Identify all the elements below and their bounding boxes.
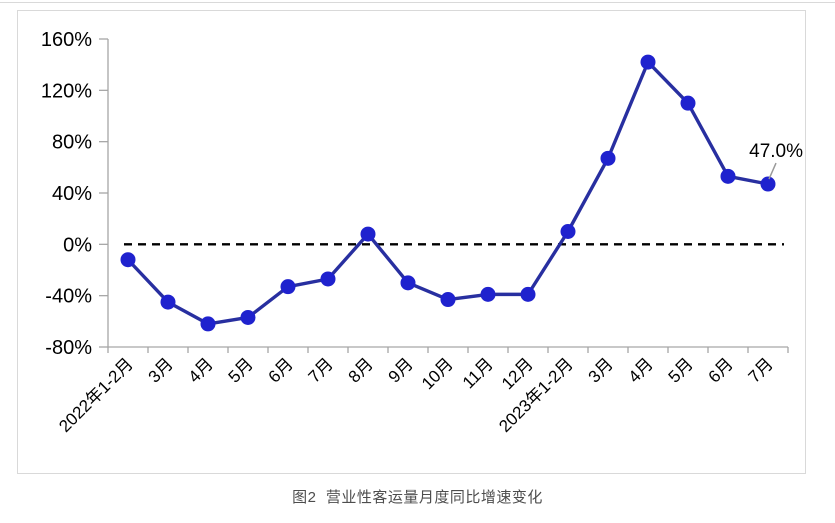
y-axis-label: -80%: [45, 337, 92, 359]
x-axis-label: 7月: [305, 354, 337, 386]
data-point: [520, 286, 536, 302]
x-axis-label: 2022年1-2月: [55, 354, 137, 436]
x-axis-label: 3月: [585, 354, 617, 386]
top-divider: [0, 2, 835, 3]
x-axis-label: 6月: [265, 354, 297, 386]
data-point: [560, 224, 576, 239]
data-point: [280, 279, 296, 295]
x-axis-label: 6月: [705, 354, 737, 386]
data-point: [760, 176, 776, 192]
x-axis-label: 5月: [665, 354, 697, 386]
data-point: [720, 168, 736, 184]
data-point: [480, 286, 496, 302]
x-axis-label: 4月: [625, 354, 657, 386]
annotation-leader-line: [768, 162, 777, 180]
x-axis-label: 9月: [385, 354, 417, 386]
data-point: [400, 275, 416, 291]
series-line: [126, 60, 770, 326]
data-point: [320, 271, 336, 287]
y-axis-label: 80%: [52, 132, 92, 154]
data-point: [680, 95, 696, 111]
x-axis-label: 2023年1-2月: [495, 354, 577, 436]
data-point: [240, 309, 256, 325]
y-axis-label: 120%: [41, 80, 92, 102]
data-point: [440, 292, 456, 308]
y-axis-label: -40%: [45, 286, 92, 308]
y-tick-labels: 160% 120% 80% 40% 0% -40% -80%: [41, 29, 92, 359]
x-tick-labels: 2022年1-2月 3月 4月 5月 6月 7月 8月 9月 10月 11月 12月2023年1-2…: [55, 354, 777, 436]
annotation-label: 47.0%: [749, 141, 803, 162]
data-point: [600, 150, 616, 166]
x-axis-label: 11月: [459, 354, 497, 392]
y-axis-label: 160%: [41, 29, 92, 51]
data-point: [640, 54, 656, 70]
x-axis-label: 10月: [418, 354, 457, 393]
y-axis-label: 40%: [52, 183, 92, 205]
data-points: [120, 54, 776, 332]
y-axis-label: 0%: [63, 234, 92, 256]
axes: [99, 38, 789, 353]
x-axis-label: 3月: [145, 354, 177, 386]
data-point: [160, 294, 176, 310]
data-point: [200, 316, 216, 332]
x-axis-label: 4月: [185, 354, 217, 386]
x-axis-label: 8月: [345, 354, 377, 386]
figure-caption: 图2 营业性客运量月度同比增速变化: [292, 489, 543, 506]
x-axis-label: 5月: [225, 354, 257, 386]
data-point: [360, 226, 376, 242]
data-point: [120, 252, 136, 268]
x-axis-label: 7月: [745, 354, 777, 386]
